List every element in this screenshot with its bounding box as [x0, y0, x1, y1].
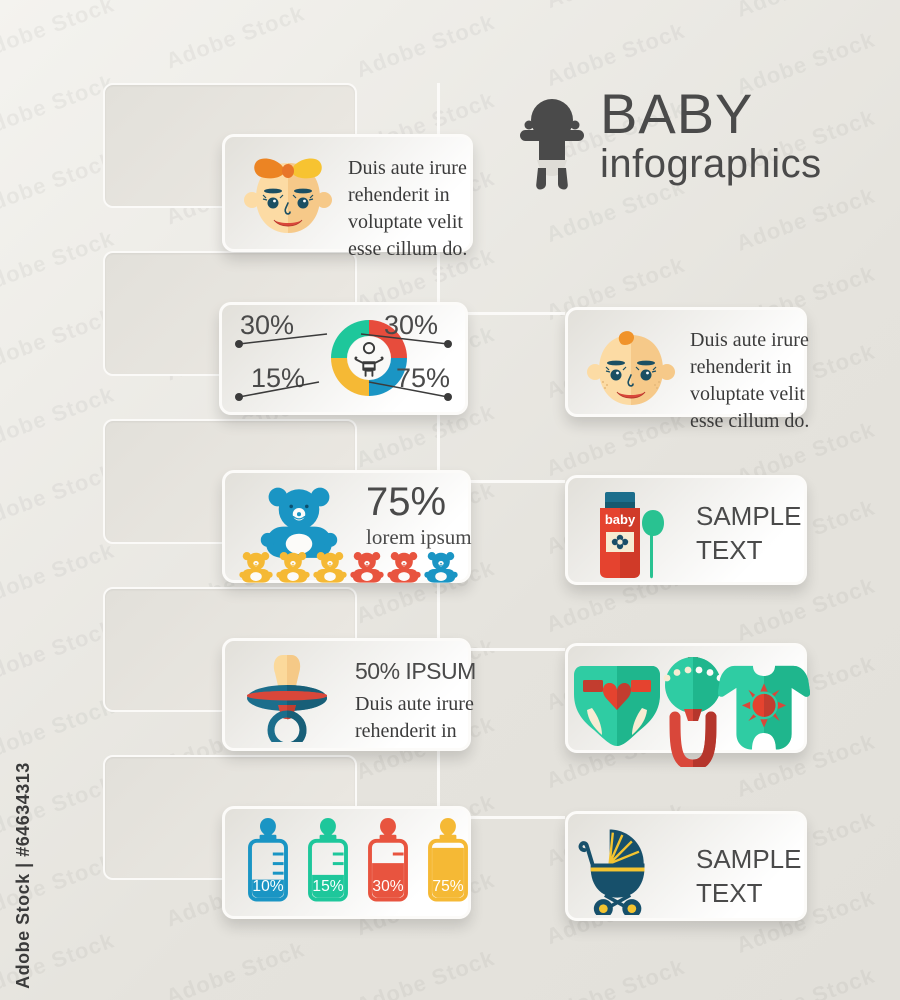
svg-text:75%: 75% [432, 878, 463, 895]
svg-text:baby: baby [605, 512, 636, 527]
svg-text:10%: 10% [252, 878, 283, 895]
svg-text:30%: 30% [372, 878, 403, 895]
svg-text:15%: 15% [312, 878, 343, 895]
